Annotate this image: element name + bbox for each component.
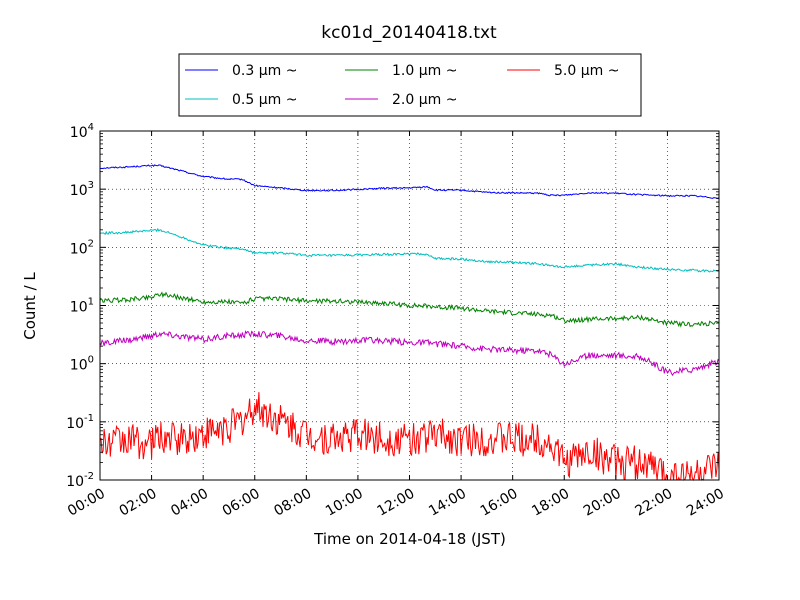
legend-label: 1.0 μm ~ bbox=[392, 63, 457, 79]
legend-label: 0.3 μm ~ bbox=[232, 63, 297, 79]
y-tick-label: 104 bbox=[70, 122, 94, 141]
series-line bbox=[99, 164, 720, 199]
y-tick-label: 103 bbox=[70, 180, 94, 199]
y-tick-label: 10-1 bbox=[66, 413, 94, 432]
y-tick-label: 102 bbox=[70, 238, 94, 257]
y-tick-label: 101 bbox=[70, 297, 94, 316]
legend-label: 5.0 μm ~ bbox=[554, 63, 619, 79]
y-axis-label: Count / L bbox=[21, 272, 39, 340]
series-line bbox=[99, 227, 720, 273]
legend: 0.3 μm ~ 0.5 μm ~ 1.0 μm ~ 2.0 μm ~ 5.0 μm ~ bbox=[178, 53, 642, 117]
ticks bbox=[99, 130, 720, 481]
y-tick-label: 100 bbox=[70, 355, 94, 374]
y-tick-labels: 10-2 10-1 100 101 102 103 104 bbox=[66, 122, 94, 490]
legend-box bbox=[178, 53, 642, 117]
series-line bbox=[99, 291, 720, 328]
series-line bbox=[99, 330, 720, 377]
x-axis-label: Time on 2014-04-18 (JST) bbox=[313, 530, 506, 548]
chart-title: kc01d_20140418.txt bbox=[321, 23, 497, 43]
y-tick-label: 10-2 bbox=[66, 471, 94, 490]
legend-label: 0.5 μm ~ bbox=[232, 92, 297, 108]
legend-label: 2.0 μm ~ bbox=[392, 92, 457, 108]
